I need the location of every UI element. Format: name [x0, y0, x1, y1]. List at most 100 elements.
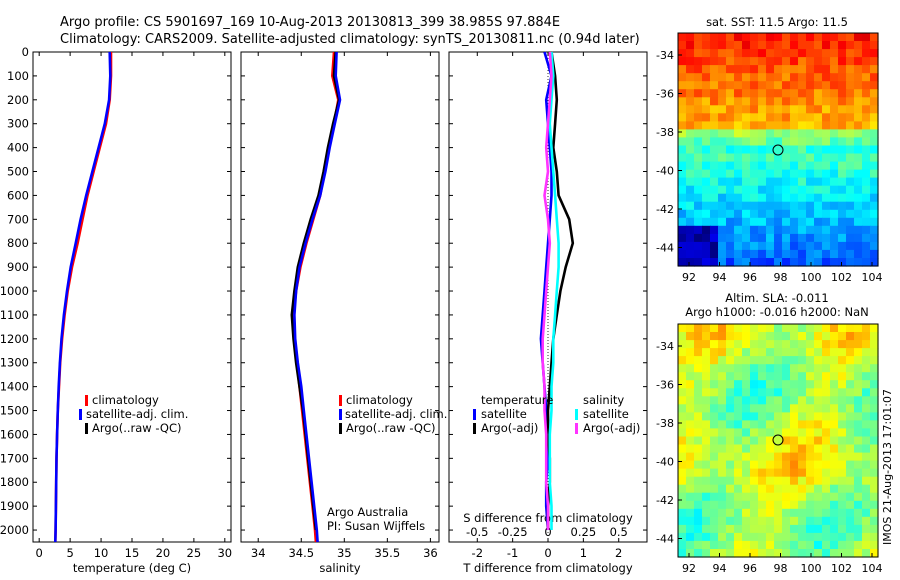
map-cell [718, 121, 727, 130]
map-cell [726, 468, 735, 478]
map-cell [798, 193, 807, 203]
map-cell [854, 324, 863, 333]
map-cell [814, 348, 823, 357]
map-cell [790, 33, 799, 42]
map-cell [838, 380, 847, 389]
legend-swatch-s-argo [575, 423, 578, 434]
map-cell [678, 177, 687, 187]
map-cell [846, 105, 855, 114]
map-cell [742, 452, 751, 462]
map-cell [766, 81, 775, 90]
map-cell [758, 129, 767, 138]
map-cell [854, 340, 863, 349]
map-cell [726, 129, 735, 138]
map-cell [774, 428, 783, 437]
map-cell [686, 233, 695, 243]
map-cell [726, 364, 735, 373]
map-cell [750, 412, 759, 421]
map-cell [726, 324, 735, 333]
map-cell [742, 249, 751, 259]
map-cell [798, 340, 807, 349]
map-cell [686, 153, 695, 163]
map-cell [766, 137, 775, 146]
map-cell [702, 540, 711, 550]
map-cell [782, 177, 791, 187]
map-cell [814, 500, 823, 510]
map-cell [806, 258, 815, 267]
map-cell [806, 356, 815, 365]
map-cell [742, 428, 751, 437]
y-tick-label: 800 [7, 236, 29, 250]
map-cell [718, 420, 727, 429]
map-y-tick-label: -42 [656, 203, 674, 216]
map-cell [702, 57, 711, 66]
map-cell [742, 516, 751, 526]
map-cell [870, 540, 879, 550]
map-cell [830, 217, 839, 227]
map-cell [694, 348, 703, 357]
map-cell [798, 332, 807, 341]
map-cell [854, 201, 863, 211]
map-cell [694, 549, 703, 558]
map-cell [854, 177, 863, 187]
map-y-tick-label: -44 [656, 242, 674, 255]
legend-label-satellite-adj: satellite-adj. clim. [86, 407, 188, 421]
legend-swatch-t-satellite [473, 409, 476, 420]
map-cell [694, 396, 703, 405]
map-cell [814, 161, 823, 171]
map-cell [782, 348, 791, 357]
map-cell [726, 73, 735, 82]
map-cell [702, 225, 711, 235]
map-cell [774, 452, 783, 462]
map-cell [766, 169, 775, 179]
map-cell [862, 73, 871, 82]
map-cell [822, 113, 831, 122]
map-cell [782, 372, 791, 381]
map-cell [678, 153, 687, 163]
map-cell [862, 436, 871, 446]
map-cell [742, 57, 751, 66]
map-cell [854, 258, 863, 267]
map-cell [790, 65, 799, 74]
map-cell [766, 233, 775, 243]
map-cell [750, 372, 759, 381]
map-cell [686, 436, 695, 446]
map-cell [774, 540, 783, 550]
map-cell [822, 177, 831, 187]
map-cell [846, 97, 855, 106]
map-cell [734, 324, 743, 333]
map-cell [798, 145, 807, 155]
map-cell [798, 428, 807, 437]
map-cell [718, 500, 727, 510]
map-cell [838, 113, 847, 122]
map-y-tick-label: -42 [656, 494, 674, 507]
map-cell [686, 348, 695, 357]
map-cell [790, 492, 799, 502]
map-cell [766, 258, 775, 267]
map-cell [838, 388, 847, 397]
map-cell [838, 404, 847, 413]
map-cell [742, 258, 751, 267]
map-cell [686, 161, 695, 171]
map-cell [870, 524, 879, 534]
map-cell [758, 65, 767, 74]
map-cell [782, 436, 791, 446]
map-cell [718, 356, 727, 365]
map-cell [798, 89, 807, 98]
map-cell [718, 258, 727, 267]
legend-swatch-s-satellite [575, 409, 578, 420]
map-cell [750, 57, 759, 66]
map-cell [710, 121, 719, 130]
map-cell [822, 532, 831, 542]
map-cell [830, 153, 839, 163]
map-cell [798, 97, 807, 106]
map-cell [758, 396, 767, 405]
map-cell [750, 500, 759, 510]
map-cell [694, 49, 703, 58]
map-cell [854, 97, 863, 106]
map-cell [838, 153, 847, 163]
map-cell [870, 57, 879, 66]
map-cell [806, 57, 815, 66]
map-x-tick-label: 94 [713, 271, 727, 284]
